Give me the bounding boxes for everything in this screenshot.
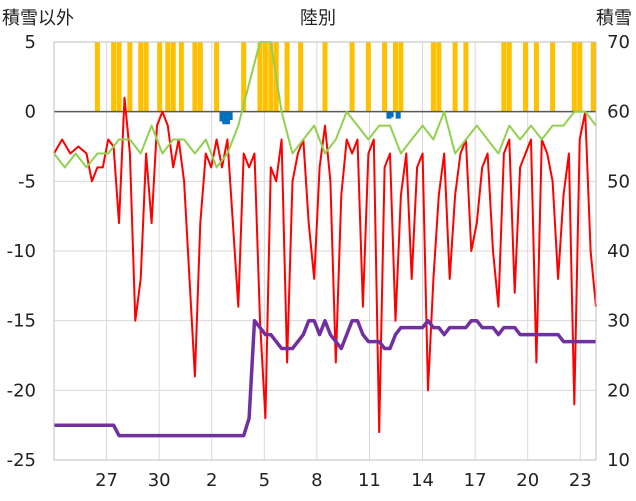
bar [192, 42, 198, 112]
bar [111, 42, 117, 112]
y-right-tick-label: 40 [607, 241, 630, 262]
bar [388, 111, 394, 118]
x-tick-label: 27 [95, 470, 118, 491]
bar [298, 42, 304, 112]
bar [138, 42, 144, 112]
bar [571, 42, 577, 112]
y-left-tick-label: -10 [7, 241, 36, 262]
bar [382, 42, 388, 112]
bar [197, 42, 203, 112]
bar [577, 42, 583, 112]
bar [224, 111, 230, 125]
bar [143, 42, 149, 112]
bar [523, 42, 529, 112]
bar [165, 42, 171, 112]
bar [501, 42, 507, 112]
bar [127, 42, 133, 112]
bar [178, 42, 184, 112]
y-left-tick-label: -20 [7, 380, 36, 401]
right-axis-ticks: 70 60 50 40 30 20 10 [607, 32, 630, 471]
y-right-tick-label: 20 [607, 380, 630, 401]
bar [430, 42, 436, 112]
bar [157, 42, 163, 112]
bar [349, 42, 355, 112]
bar [268, 42, 274, 112]
bar [257, 42, 263, 112]
bar [284, 42, 290, 112]
bar [590, 42, 596, 112]
bar [452, 42, 458, 112]
chart-title: 陸別 [300, 8, 336, 29]
x-tick-label: 5 [259, 470, 270, 491]
y-right-label: 積雪 [596, 8, 632, 29]
bar [436, 42, 442, 112]
bar [94, 42, 100, 112]
bar [116, 42, 122, 112]
bar [550, 42, 556, 112]
bar [398, 42, 404, 112]
series-line [53, 96, 597, 434]
y-left-tick-label: 5 [25, 32, 36, 53]
x-tick-label: 30 [148, 470, 171, 491]
bar [214, 42, 220, 112]
bar [222, 111, 228, 125]
bar [395, 111, 401, 119]
y-left-tick-label: -15 [7, 311, 36, 332]
x-axis-ticks: 27 30 2 5 8 11 14 17 20 23 [95, 470, 592, 491]
y-left-tick-label: 0 [25, 102, 36, 123]
series-line [54, 318, 596, 438]
bar [262, 42, 268, 112]
x-tick-label: 14 [411, 470, 434, 491]
x-tick-label: 23 [569, 470, 592, 491]
bar [241, 42, 247, 112]
series-lines [53, 41, 597, 438]
y-left-tick-label: -5 [18, 171, 36, 192]
y-left-tick-label: -25 [7, 450, 36, 471]
y-left-label: 積雪以外 [2, 8, 74, 29]
x-tick-label: 11 [358, 470, 381, 491]
bar [219, 111, 225, 122]
y-right-tick-label: 50 [607, 171, 630, 192]
y-right-tick-label: 60 [607, 102, 630, 123]
x-tick-label: 2 [206, 470, 217, 491]
y-right-tick-label: 10 [607, 450, 630, 471]
y-right-tick-label: 30 [607, 311, 630, 332]
x-tick-label: 8 [311, 470, 322, 491]
bar [533, 42, 539, 112]
bar [463, 42, 469, 112]
plot-area [53, 41, 597, 461]
x-tick-label: 20 [516, 470, 539, 491]
bar [227, 111, 233, 121]
bar [506, 42, 512, 112]
series-line [53, 41, 597, 169]
bar [392, 42, 398, 112]
y-right-tick-label: 70 [607, 32, 630, 53]
left-axis-ticks: 5 0 -5 -10 -15 -20 -25 [7, 32, 36, 471]
bar [365, 42, 371, 112]
bar [322, 42, 328, 112]
bar [170, 42, 176, 112]
x-tick-label: 17 [464, 470, 487, 491]
